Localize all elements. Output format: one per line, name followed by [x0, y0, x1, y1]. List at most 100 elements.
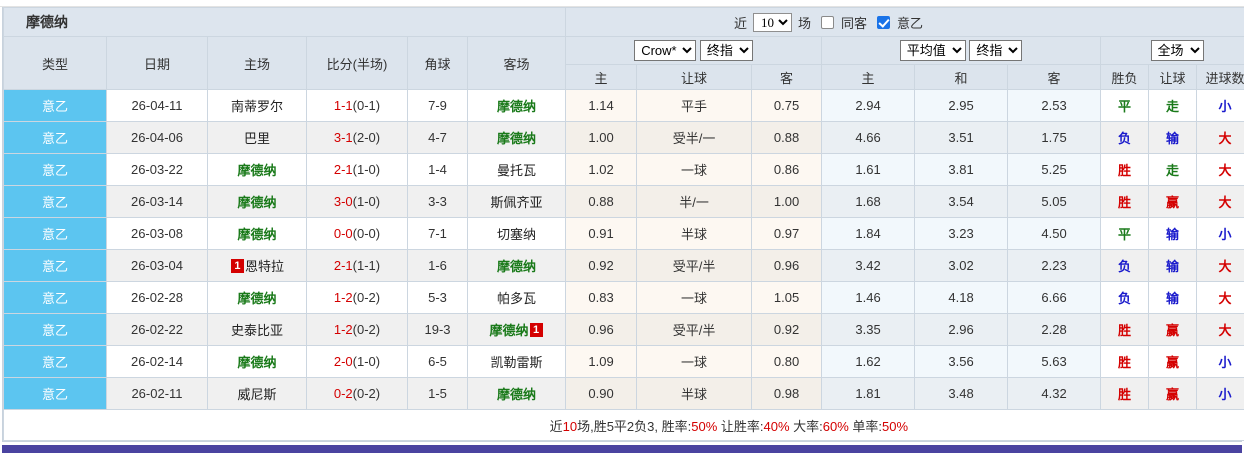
cell-date: 26-02-28	[107, 282, 208, 314]
cell-league: 意乙	[4, 346, 107, 378]
cell-home-team[interactable]: 摩德纳	[208, 186, 307, 218]
cell-home-team[interactable]: 摩德纳	[208, 346, 307, 378]
summary-text: 近10场,胜5平2负3, 胜率:50% 让胜率:40% 大率:60% 单率:50…	[4, 410, 1244, 441]
cell-euro-home-odd: 1.46	[822, 282, 915, 314]
asian-stage-select[interactable]: 终指	[700, 40, 753, 61]
half-score: (0-2)	[353, 386, 380, 401]
cell-asian-home-odd: 1.14	[566, 90, 637, 122]
cell-result-wdl: 胜	[1101, 186, 1149, 218]
cell-euro-home-odd: 3.35	[822, 314, 915, 346]
cell-away-team[interactable]: 斯佩齐亚	[468, 186, 566, 218]
cell-score[interactable]: 3-1(2-0)	[307, 122, 408, 154]
half-score: (0-1)	[353, 98, 380, 113]
cell-corner: 19-3	[408, 314, 468, 346]
home-team-name: 摩德纳	[237, 160, 276, 179]
cell-home-team[interactable]: 威尼斯	[208, 378, 307, 410]
half-score: (0-0)	[353, 226, 380, 241]
same-away-label: 同客	[841, 13, 867, 32]
cell-away-team[interactable]: 帕多瓦	[468, 282, 566, 314]
filter-controls: 近 10 场 同客 意乙	[566, 8, 1244, 37]
cell-date: 26-02-14	[107, 346, 208, 378]
cell-score[interactable]: 1-1(0-1)	[307, 90, 408, 122]
cell-away-team[interactable]: 摩德纳	[468, 122, 566, 154]
cell-away-team[interactable]: 摩德纳	[468, 378, 566, 410]
cell-result-goals: 大	[1197, 154, 1244, 186]
away-team-name: 摩德纳	[490, 320, 529, 339]
cell-home-team[interactable]: 南蒂罗尔	[208, 90, 307, 122]
cell-result-wdl: 胜	[1101, 378, 1149, 410]
cell-date: 26-03-08	[107, 218, 208, 250]
col-header-type: 类型	[4, 37, 107, 90]
col-header-away: 客场	[468, 37, 566, 90]
euro-mode-select[interactable]: 平均值	[900, 40, 966, 61]
cell-euro-draw-odd: 3.81	[915, 154, 1008, 186]
cell-score[interactable]: 3-0(1-0)	[307, 186, 408, 218]
cell-result-wdl: 胜	[1101, 154, 1149, 186]
cell-score[interactable]: 1-2(0-2)	[307, 282, 408, 314]
col-header-asian-handicap: 让球	[637, 65, 752, 90]
cell-asian-home-odd: 0.92	[566, 250, 637, 282]
cell-asian-handicap: 平手	[637, 90, 752, 122]
cell-asian-away-odd: 1.00	[752, 186, 822, 218]
cell-result-goals: 小	[1197, 346, 1244, 378]
cell-result-wdl: 负	[1101, 122, 1149, 154]
cell-asian-handicap: 一球	[637, 154, 752, 186]
cell-home-team[interactable]: 巴里	[208, 122, 307, 154]
cell-home-team[interactable]: 摩德纳	[208, 282, 307, 314]
cell-result-goals: 小	[1197, 218, 1244, 250]
cell-score[interactable]: 2-1(1-0)	[307, 154, 408, 186]
cell-away-team[interactable]: 切塞纳	[468, 218, 566, 250]
cell-score[interactable]: 1-2(0-2)	[307, 314, 408, 346]
summary-odd-rate: 50%	[882, 419, 908, 434]
cell-result-handicap: 输	[1149, 218, 1197, 250]
cell-euro-away-odd: 6.66	[1008, 282, 1101, 314]
col-header-home: 主场	[208, 37, 307, 90]
league-filter-checkbox[interactable]	[877, 16, 890, 29]
cell-score[interactable]: 2-0(1-0)	[307, 346, 408, 378]
cell-score[interactable]: 0-0(0-0)	[307, 218, 408, 250]
summary-part-5: 单率:	[849, 419, 882, 434]
half-score: (1-0)	[353, 194, 380, 209]
summary-row: 近10场,胜5平2负3, 胜率:50% 让胜率:40% 大率:60% 单率:50…	[4, 410, 1244, 441]
euro-stage-select[interactable]: 终指	[969, 40, 1022, 61]
cell-asian-away-odd: 0.80	[752, 346, 822, 378]
cell-corner: 7-9	[408, 90, 468, 122]
cell-asian-home-odd: 0.83	[566, 282, 637, 314]
cell-score[interactable]: 2-1(1-1)	[307, 250, 408, 282]
cell-score[interactable]: 0-2(0-2)	[307, 378, 408, 410]
cell-asian-away-odd: 0.96	[752, 250, 822, 282]
cell-away-team[interactable]: 曼托瓦	[468, 154, 566, 186]
cell-result-wdl: 平	[1101, 218, 1149, 250]
half-score: (1-0)	[353, 162, 380, 177]
cell-date: 26-02-22	[107, 314, 208, 346]
home-team-name: 摩德纳	[237, 224, 276, 243]
col-header-result-handicap: 让球	[1149, 65, 1197, 90]
cell-asian-handicap: 半/一	[637, 186, 752, 218]
summary-part-1: 近	[550, 419, 563, 434]
half-score: (1-0)	[353, 354, 380, 369]
cell-away-team[interactable]: 摩德纳	[468, 90, 566, 122]
bookmaker-select[interactable]: Crow*	[634, 40, 696, 61]
scope-select[interactable]: 全场	[1151, 40, 1204, 61]
cell-away-team[interactable]: 凯勒雷斯	[468, 346, 566, 378]
cell-date: 26-02-11	[107, 378, 208, 410]
cell-away-team[interactable]: 摩德纳	[468, 250, 566, 282]
cell-home-team[interactable]: 摩德纳	[208, 154, 307, 186]
cell-home-team[interactable]: 摩德纳	[208, 218, 307, 250]
same-away-checkbox[interactable]	[821, 16, 834, 29]
cell-home-team[interactable]: 史泰比亚	[208, 314, 307, 346]
recent-count-select[interactable]: 10	[753, 13, 792, 32]
home-team-name: 南蒂罗尔	[231, 96, 283, 115]
